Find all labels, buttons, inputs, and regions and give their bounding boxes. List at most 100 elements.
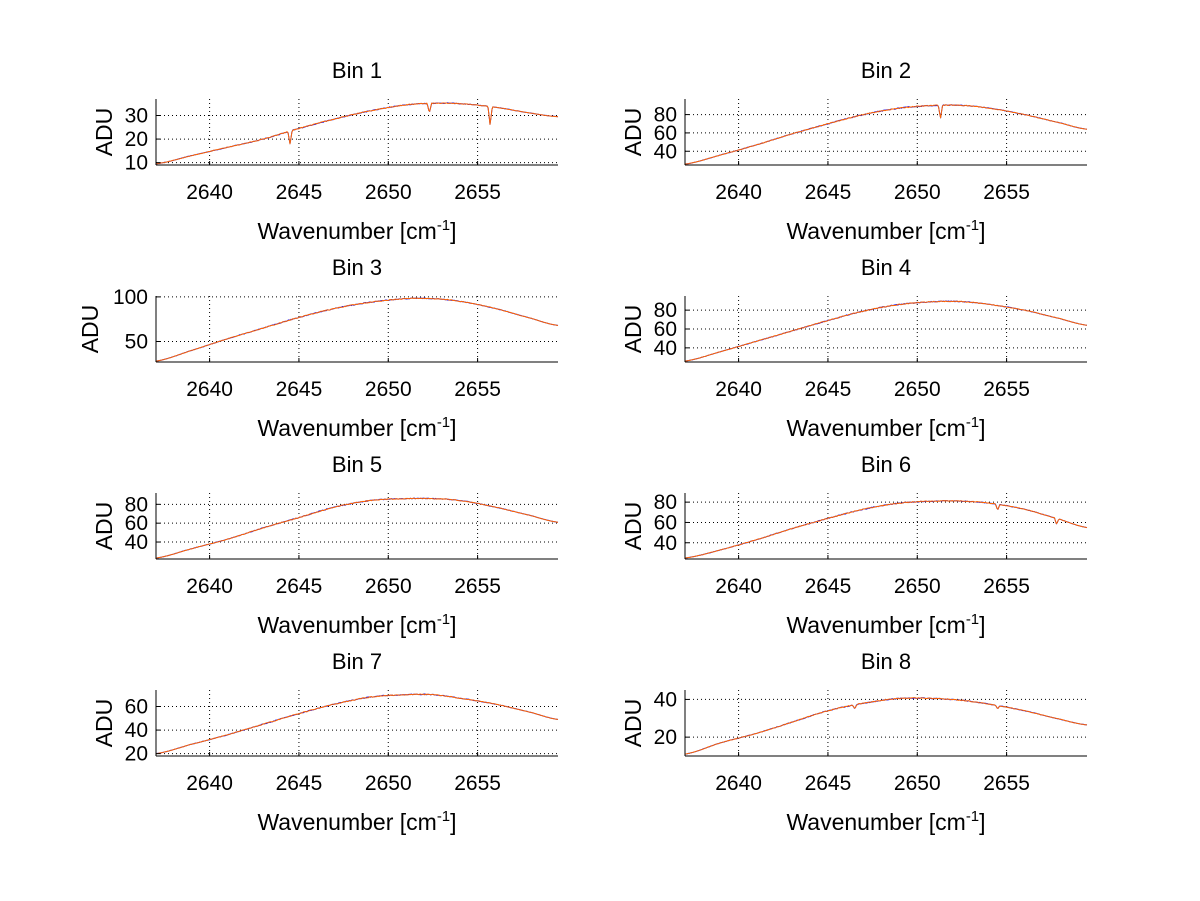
- x-tick-label: 2645: [805, 575, 852, 598]
- x-tick-label: 2655: [454, 181, 501, 204]
- x-axis-label: Wavenumber [cm-1]: [786, 808, 985, 835]
- x-axis-label-main: Wavenumber [cm: [257, 612, 436, 638]
- x-tick-label: 2640: [715, 181, 762, 204]
- x-tick-label: 2645: [276, 181, 323, 204]
- x-axis-label: Wavenumber [cm-1]: [786, 611, 985, 638]
- y-axis-label: ADU: [77, 305, 103, 354]
- x-tick-label: 2655: [983, 575, 1030, 598]
- y-axis-label: ADU: [91, 108, 117, 157]
- panel-title: Bin 5: [332, 452, 382, 477]
- y-tick-label: 20: [125, 743, 148, 766]
- y-tick-label: 20: [654, 726, 677, 749]
- y-tick-label: 40: [125, 531, 148, 554]
- x-tick-label: 2640: [715, 772, 762, 795]
- y-tick-label: 60: [125, 512, 148, 535]
- y-axis-label: ADU: [620, 305, 646, 354]
- x-axis-label-sup: -1: [437, 414, 450, 431]
- x-axis-label-main: Wavenumber [cm: [786, 612, 965, 638]
- x-axis-label-main: Wavenumber [cm: [257, 415, 436, 441]
- y-tick-label: 40: [125, 719, 148, 742]
- y-tick-label: 60: [654, 511, 677, 534]
- panel-bin-8: Bin 8 2640 2645 2650 2655 20 40 Wavenumber [cm-…: [620, 649, 1088, 835]
- x-axis-label-sup: -1: [437, 217, 450, 234]
- x-axis-label-main: Wavenumber [cm: [786, 218, 965, 244]
- y-axis-label: ADU: [620, 699, 646, 748]
- x-axis-label-sup: -1: [966, 414, 979, 431]
- x-tick-label: 2645: [276, 772, 323, 795]
- x-tick-label: 2650: [365, 181, 412, 204]
- y-tick-label: 40: [654, 532, 677, 555]
- series-line-2: [684, 300, 1088, 362]
- panel-title: Bin 1: [332, 58, 382, 83]
- x-tick-label: 2640: [186, 575, 233, 598]
- x-axis-label-end: ]: [979, 415, 985, 441]
- x-axis-label-end: ]: [979, 809, 985, 835]
- y-tick-label: 20: [125, 128, 148, 151]
- x-tick-label: 2645: [805, 378, 852, 401]
- x-tick-label: 2640: [715, 378, 762, 401]
- x-tick-label: 2640: [186, 378, 233, 401]
- x-axis-label: Wavenumber [cm-1]: [257, 808, 456, 835]
- x-axis-label-main: Wavenumber [cm: [786, 809, 965, 835]
- x-tick-label: 2645: [805, 772, 852, 795]
- panel-title: Bin 8: [861, 649, 911, 674]
- y-tick-label: 30: [125, 105, 148, 128]
- y-tick-label: 80: [654, 104, 677, 127]
- y-tick-label: 50: [125, 330, 148, 353]
- y-tick-label: 40: [654, 688, 677, 711]
- series-line-1: [155, 102, 558, 165]
- x-axis-label-end: ]: [979, 612, 985, 638]
- x-tick-label: 2645: [276, 575, 323, 598]
- y-tick-label: 100: [113, 286, 148, 309]
- x-axis-label-end: ]: [979, 218, 985, 244]
- x-axis-label-sup: -1: [966, 611, 979, 628]
- series-line-2: [156, 693, 558, 755]
- panel-title: Bin 7: [332, 649, 382, 674]
- y-tick-label: 40: [654, 337, 677, 360]
- x-axis-label-sup: -1: [966, 808, 979, 825]
- series-line-1: [155, 297, 559, 362]
- panel-title: Bin 3: [332, 255, 382, 280]
- series-line-2: [684, 104, 1088, 165]
- x-axis-label: Wavenumber [cm-1]: [257, 414, 456, 441]
- panel-bin-3: Bin 3 2640 2645 2650 2655 50 100 Wavenumber [cm…: [77, 255, 559, 441]
- x-axis-label: Wavenumber [cm-1]: [786, 217, 985, 244]
- y-tick-label: 80: [654, 299, 677, 322]
- y-tick-label: 60: [654, 318, 677, 341]
- y-tick-label: 80: [125, 493, 148, 516]
- x-tick-label: 2640: [186, 181, 233, 204]
- y-tick-label: 40: [654, 140, 677, 163]
- x-axis-label: Wavenumber [cm-1]: [786, 414, 985, 441]
- panel-title: Bin 2: [861, 58, 911, 83]
- x-tick-label: 2655: [454, 378, 501, 401]
- x-axis-label-sup: -1: [437, 611, 450, 628]
- y-axis-label: ADU: [91, 699, 117, 748]
- x-axis-label-end: ]: [450, 218, 456, 244]
- x-tick-label: 2655: [454, 772, 501, 795]
- x-tick-label: 2650: [894, 772, 941, 795]
- x-tick-label: 2655: [983, 378, 1030, 401]
- y-axis-label: ADU: [91, 502, 117, 551]
- x-axis-label-sup: -1: [437, 808, 450, 825]
- series-line-1: [155, 693, 559, 755]
- series-line-1: [684, 697, 1088, 755]
- x-axis-label-end: ]: [450, 612, 456, 638]
- x-axis-label: Wavenumber [cm-1]: [257, 217, 456, 244]
- x-axis-label: Wavenumber [cm-1]: [257, 611, 456, 638]
- series-line-2: [684, 500, 1088, 559]
- x-tick-label: 2655: [983, 181, 1030, 204]
- y-tick-label: 60: [125, 696, 148, 719]
- x-tick-label: 2655: [454, 575, 501, 598]
- panel-title: Bin 4: [861, 255, 911, 280]
- series-line-2: [155, 497, 558, 559]
- y-tick-label: 60: [654, 122, 677, 145]
- x-axis-label-end: ]: [450, 809, 456, 835]
- x-axis-label-main: Wavenumber [cm: [257, 809, 436, 835]
- y-tick-label: 10: [125, 152, 148, 175]
- x-tick-label: 2650: [365, 772, 412, 795]
- x-tick-label: 2650: [894, 181, 941, 204]
